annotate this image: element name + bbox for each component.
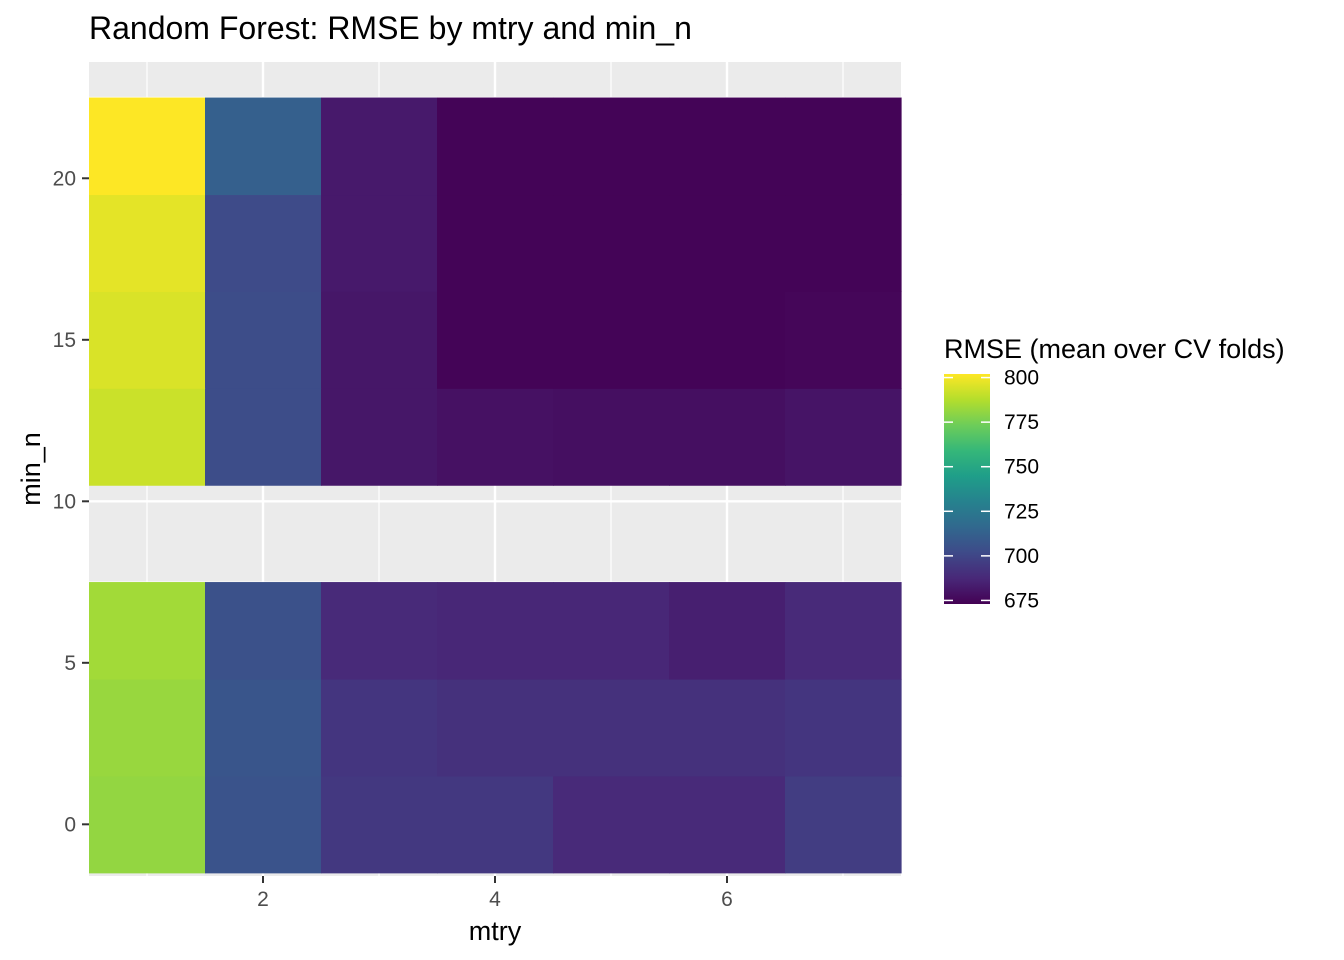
heatmap-cell-mtry3-min-n15 — [321, 291, 438, 389]
heatmap-cell-mtry7-min-n18 — [785, 194, 902, 292]
legend-tick-label: 775 — [1004, 411, 1039, 434]
heatmap-cell-mtry6-min-n0 — [669, 775, 786, 874]
heatmap-cell-mtry5-min-n6 — [553, 582, 670, 680]
heatmap-cell-mtry3-min-n18 — [321, 194, 438, 292]
heatmap-cell-mtry1-min-n3 — [89, 678, 206, 777]
y-tick-label: 5 — [64, 652, 76, 675]
heatmap-cell-mtry2-min-n12 — [205, 388, 322, 486]
heatmap-cells — [89, 97, 902, 874]
heatmap-cell-mtry2-min-n3 — [205, 678, 322, 777]
x-tick-label: 4 — [489, 888, 501, 911]
heatmap-cell-mtry3-min-n3 — [321, 678, 438, 777]
heatmap-cell-mtry6-min-n18 — [669, 194, 786, 292]
legend-tick-label: 675 — [1004, 589, 1039, 612]
heatmap-cell-mtry1-min-n15 — [89, 291, 206, 389]
heatmap-cell-mtry5-min-n21 — [553, 97, 670, 196]
x-tick-label: 6 — [721, 888, 733, 911]
x-axis-title: mtry — [469, 916, 522, 946]
heatmap-cell-mtry1-min-n21 — [89, 97, 206, 196]
legend-colorbar — [944, 374, 990, 604]
heatmap-cell-mtry1-min-n6 — [89, 582, 206, 680]
heatmap-cell-mtry4-min-n0 — [437, 775, 554, 874]
heatmap-cell-mtry7-min-n6 — [785, 582, 902, 680]
heatmap-cell-mtry6-min-n6 — [669, 582, 786, 680]
legend-title: RMSE (mean over CV folds) — [944, 334, 1285, 364]
heatmap-cell-mtry2-min-n15 — [205, 291, 322, 389]
color-legend: RMSE (mean over CV folds) 675 700 725 750 77… — [944, 334, 1285, 612]
heatmap-cell-mtry2-min-n21 — [205, 97, 322, 196]
heatmap-cell-mtry5-min-n3 — [553, 678, 670, 777]
legend-tick-label: 800 — [1004, 367, 1039, 390]
heatmap-cell-mtry3-min-n0 — [321, 775, 438, 874]
heatmap-cell-mtry6-min-n15 — [669, 291, 786, 389]
heatmap-cell-mtry1-min-n0 — [89, 775, 206, 874]
y-tick-label: 0 — [64, 813, 76, 836]
heatmap-cell-mtry4-min-n6 — [437, 582, 554, 680]
heatmap-cell-mtry4-min-n15 — [437, 291, 554, 389]
heatmap-cell-mtry2-min-n6 — [205, 582, 322, 680]
heatmap-cell-mtry5-min-n12 — [553, 388, 670, 486]
legend-tick-label: 725 — [1004, 500, 1039, 523]
heatmap-cell-mtry7-min-n0 — [785, 775, 902, 874]
heatmap-cell-mtry3-min-n12 — [321, 388, 438, 486]
heatmap-cell-mtry7-min-n21 — [785, 97, 902, 196]
y-axis-ticks: 0 5 10 15 20 — [53, 167, 89, 836]
legend-tick-label: 750 — [1004, 456, 1039, 479]
heatmap-cell-mtry3-min-n21 — [321, 97, 438, 196]
x-tick-label: 2 — [257, 888, 269, 911]
heatmap-cell-mtry6-min-n12 — [669, 388, 786, 486]
heatmap-cell-mtry1-min-n18 — [89, 194, 206, 292]
heatmap-cell-mtry4-min-n12 — [437, 388, 554, 486]
heatmap-cell-mtry4-min-n3 — [437, 678, 554, 777]
heatmap-cell-mtry4-min-n21 — [437, 97, 554, 196]
heatmap-cell-mtry1-min-n12 — [89, 388, 206, 486]
heatmap-cell-mtry7-min-n3 — [785, 678, 902, 777]
heatmap-cell-mtry7-min-n12 — [785, 388, 902, 486]
y-tick-label: 10 — [53, 490, 76, 513]
heatmap-cell-mtry6-min-n21 — [669, 97, 786, 196]
heatmap-cell-mtry4-min-n18 — [437, 194, 554, 292]
y-tick-label: 20 — [53, 167, 76, 190]
y-tick-label: 15 — [53, 329, 76, 352]
chart-title: Random Forest: RMSE by mtry and min_n — [89, 10, 692, 46]
heatmap-cell-mtry5-min-n0 — [553, 775, 670, 874]
x-axis-ticks: 2 4 6 — [257, 876, 733, 911]
legend-ticks: 675 700 725 750 775 800 — [944, 367, 1039, 612]
legend-tick-label: 700 — [1004, 545, 1039, 568]
heatmap-cell-mtry6-min-n3 — [669, 678, 786, 777]
heatmap-cell-mtry5-min-n15 — [553, 291, 670, 389]
y-axis-title: min_n — [16, 432, 46, 506]
heatmap-cell-mtry2-min-n0 — [205, 775, 322, 874]
heatmap-cell-mtry2-min-n18 — [205, 194, 322, 292]
heatmap-cell-mtry5-min-n18 — [553, 194, 670, 292]
heatmap-cell-mtry3-min-n6 — [321, 582, 438, 680]
heatmap-cell-mtry7-min-n15 — [785, 291, 902, 389]
